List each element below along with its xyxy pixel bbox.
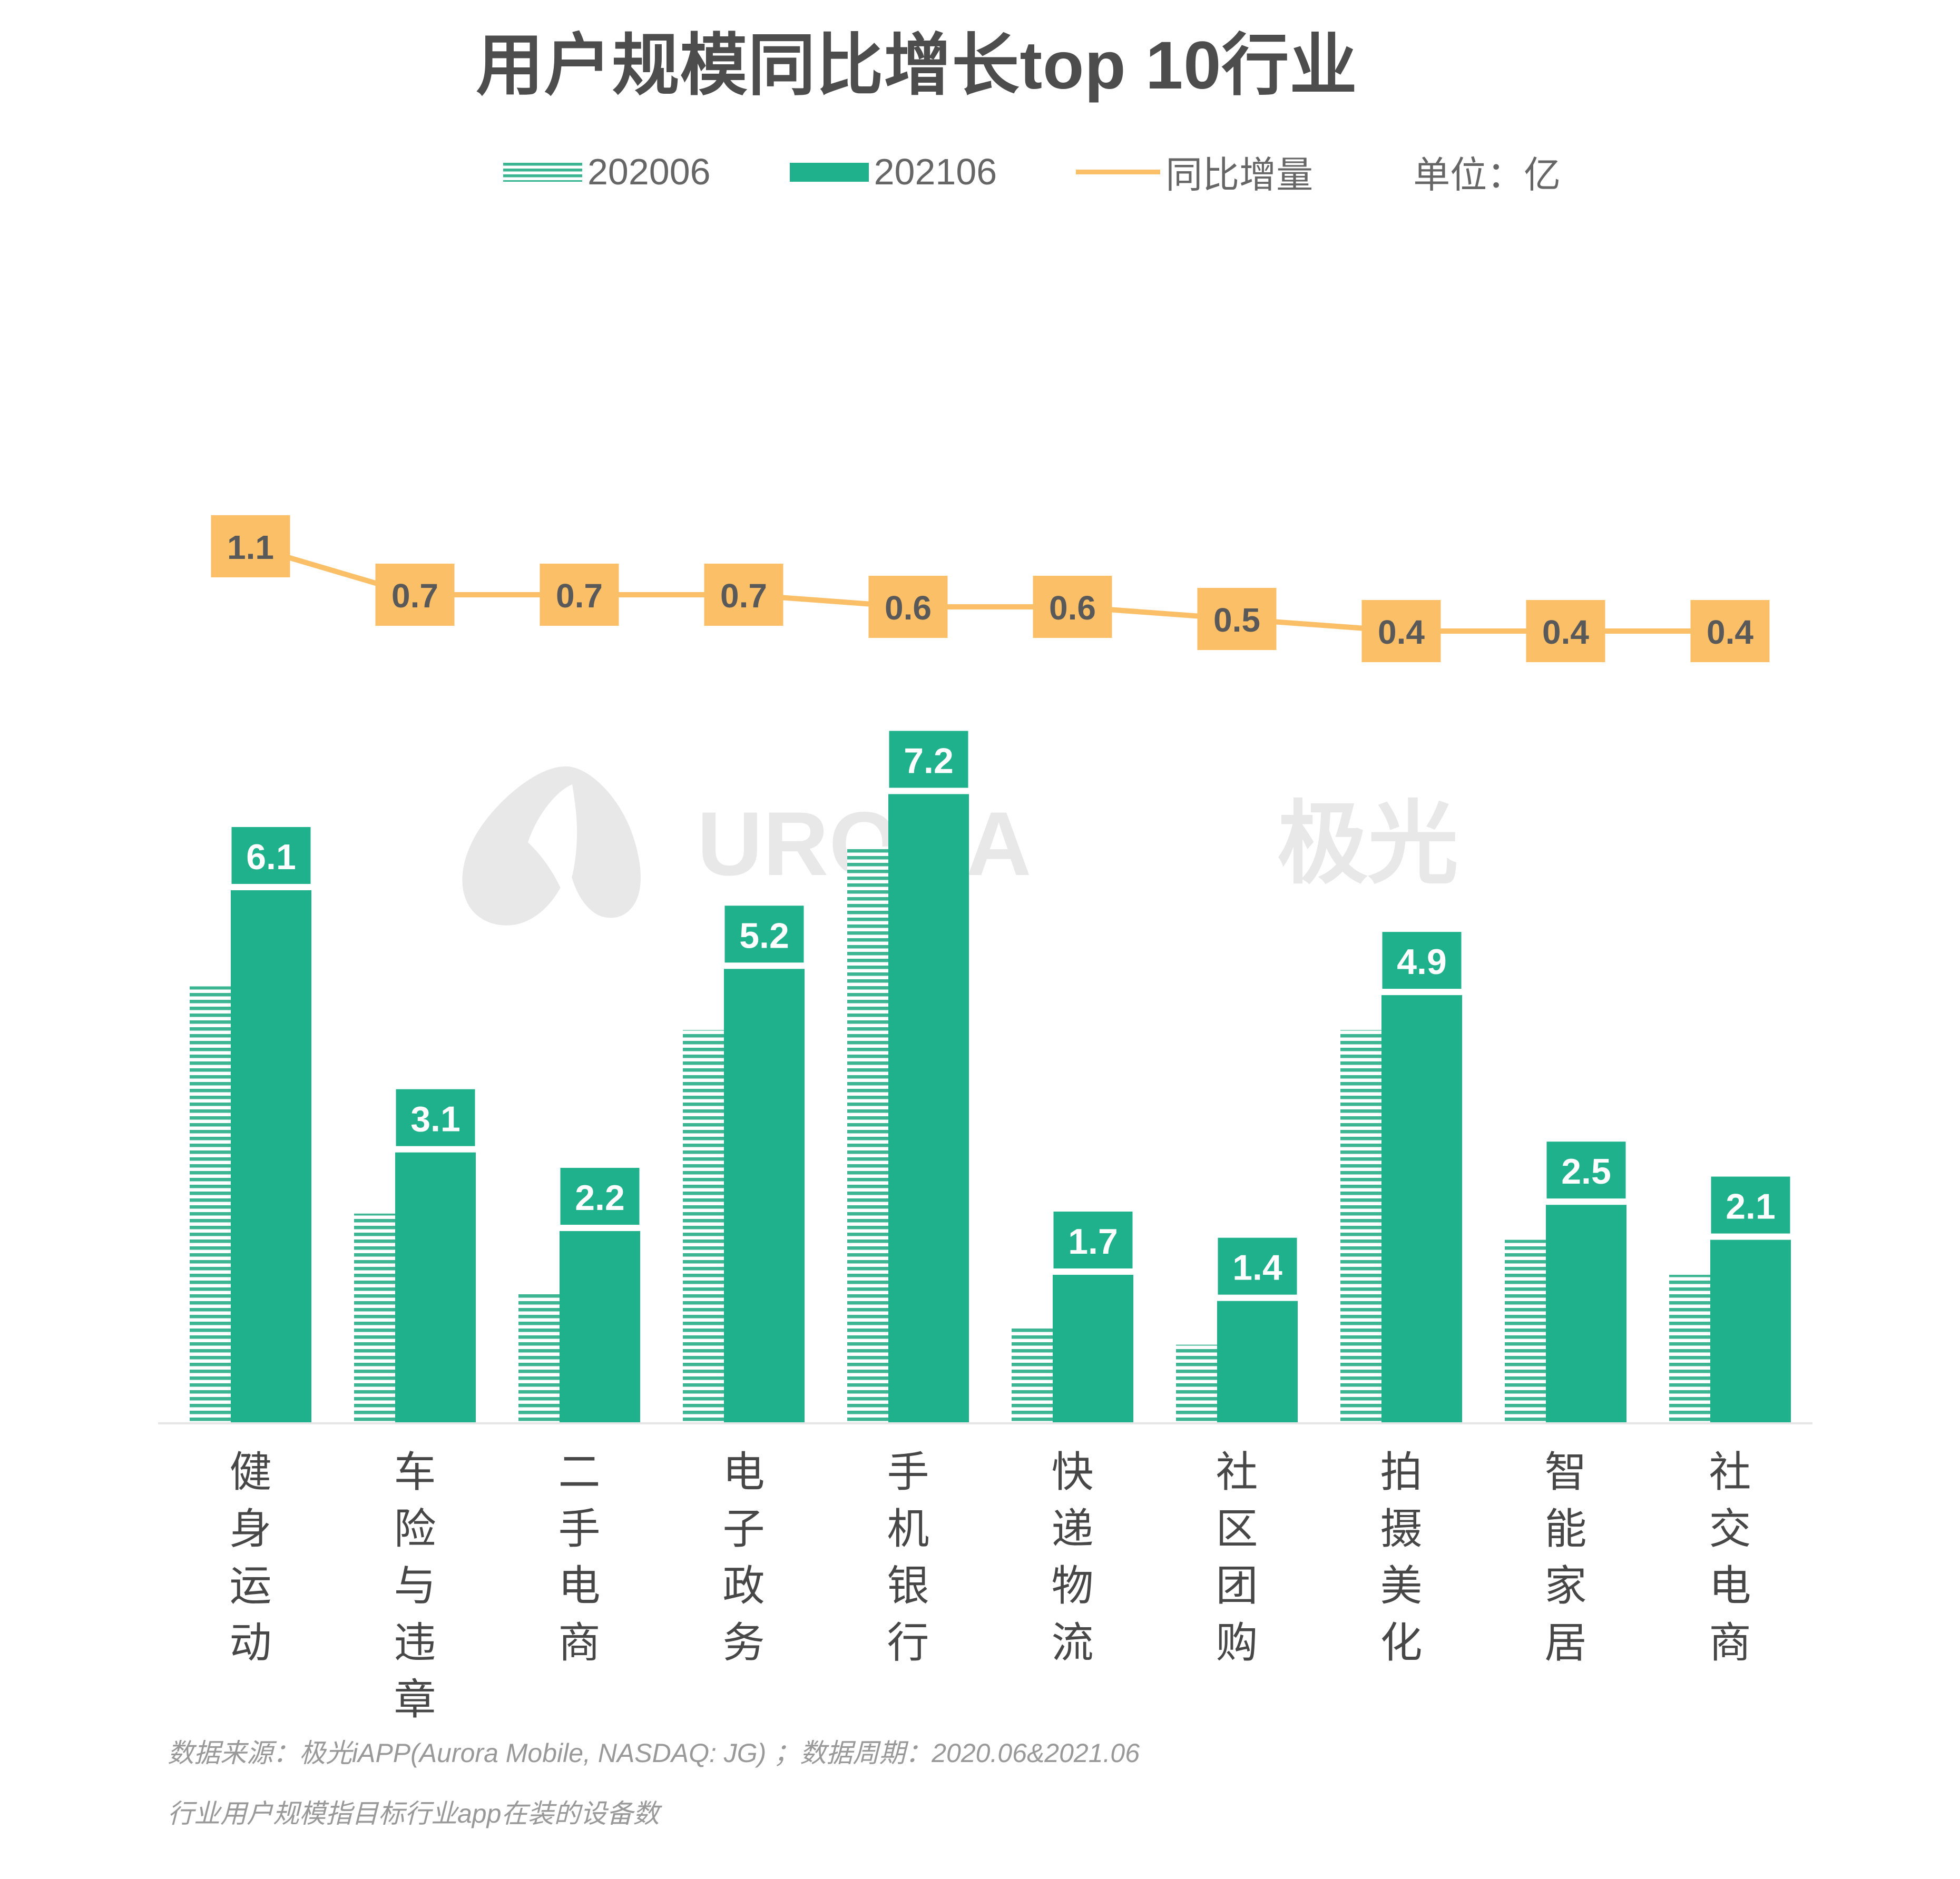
svg-text:4.9: 4.9 — [1397, 942, 1447, 982]
svg-text:0.6: 0.6 — [885, 589, 932, 627]
svg-text:0.4: 0.4 — [1378, 613, 1425, 651]
svg-text:车险与违章: 车险与违章 — [394, 1449, 436, 1723]
svg-text:0.6: 0.6 — [1049, 589, 1096, 627]
svg-text:手机银行: 手机银行 — [887, 1449, 929, 1666]
svg-text:2.1: 2.1 — [1726, 1187, 1776, 1227]
svg-text:拍摄美化: 拍摄美化 — [1380, 1449, 1423, 1666]
svg-text:7.2: 7.2 — [904, 741, 954, 781]
svg-text:3.1: 3.1 — [410, 1099, 460, 1139]
svg-text:健身运动: 健身运动 — [230, 1449, 272, 1666]
svg-text:智能家居: 智能家居 — [1545, 1449, 1587, 1666]
svg-text:社区团购: 社区团购 — [1216, 1449, 1258, 1666]
svg-text:6.1: 6.1 — [246, 837, 296, 877]
svg-text:二手电商: 二手电商 — [558, 1449, 601, 1666]
svg-text:0.4: 0.4 — [1707, 613, 1753, 651]
svg-text:1.7: 1.7 — [1068, 1222, 1118, 1262]
svg-text:快递物流: 快递物流 — [1052, 1449, 1094, 1666]
svg-text:0.5: 0.5 — [1213, 601, 1260, 639]
svg-text:2.2: 2.2 — [575, 1178, 625, 1218]
svg-text:2.5: 2.5 — [1561, 1152, 1611, 1192]
svg-text:1.1: 1.1 — [227, 528, 274, 566]
svg-text:1.4: 1.4 — [1232, 1248, 1282, 1288]
svg-text:0.4: 0.4 — [1542, 613, 1589, 651]
svg-text:0.7: 0.7 — [391, 577, 438, 615]
svg-text:0.7: 0.7 — [556, 577, 603, 615]
svg-text:社交电商: 社交电商 — [1709, 1449, 1751, 1666]
svg-text:0.7: 0.7 — [720, 577, 767, 615]
svg-text:电子政务: 电子政务 — [723, 1449, 765, 1666]
svg-text:5.2: 5.2 — [739, 916, 789, 956]
